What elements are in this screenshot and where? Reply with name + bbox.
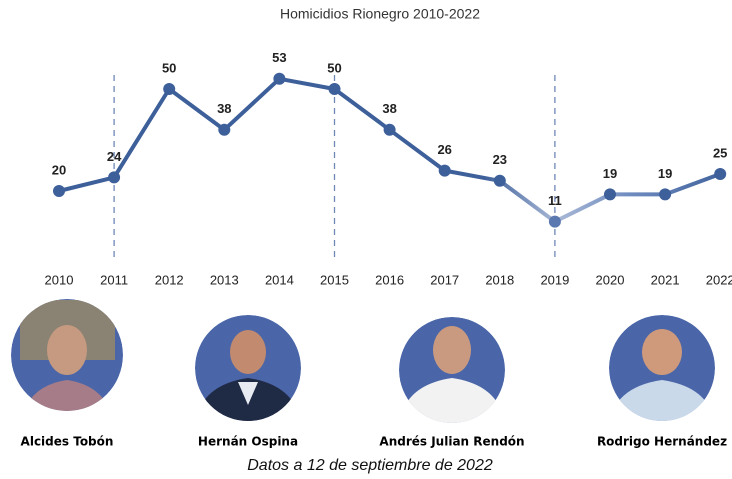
data-label: 26 [437, 142, 451, 157]
x-tick-label: 2022 [706, 272, 732, 287]
x-tick-label: 2014 [265, 272, 294, 287]
data-label: 25 [713, 145, 727, 160]
point [604, 188, 616, 200]
point [714, 168, 726, 180]
x-tick-label: 2016 [375, 272, 404, 287]
x-tick-label: 2012 [155, 272, 184, 287]
point [494, 175, 506, 187]
x-tick-label: 2020 [596, 272, 625, 287]
person-name: Alcides Tobón [21, 435, 114, 449]
data-label: 38 [217, 101, 231, 116]
x-tick-label: 2018 [485, 272, 514, 287]
point [108, 171, 120, 183]
data-label: 20 [52, 162, 66, 177]
data-label: 11 [548, 193, 562, 208]
x-tick-label: 2017 [430, 272, 459, 287]
x-tick-label: 2011 [100, 272, 128, 287]
data-label: 19 [603, 166, 617, 181]
data-label: 24 [107, 149, 122, 164]
point [549, 216, 561, 228]
data-label: 53 [272, 50, 286, 65]
person-name: Andrés Julian Rendón [379, 435, 524, 449]
x-tick-label: 2010 [45, 272, 74, 287]
line [59, 79, 720, 222]
data-label: 50 [327, 60, 341, 75]
point [439, 165, 451, 177]
photo [609, 315, 715, 425]
point [273, 73, 285, 85]
point [329, 83, 341, 95]
person-name: Rodrigo Hernández [597, 435, 727, 449]
data-label: 50 [162, 60, 176, 75]
photos [11, 299, 715, 425]
point [384, 124, 396, 136]
point [53, 185, 65, 197]
data-label: 38 [382, 101, 396, 116]
data-label: 19 [658, 166, 672, 181]
x-tick-label: 2019 [540, 272, 569, 287]
photo [195, 315, 301, 425]
x-tick-label: 2021 [651, 272, 680, 287]
point [218, 124, 230, 136]
x-tick-label: 2015 [320, 272, 349, 287]
person-name: Hernán Ospina [198, 435, 298, 449]
x-tick-label: 2013 [210, 272, 239, 287]
footnote: Datos a 12 de septiembre de 2022 [247, 457, 493, 474]
chart-title: Homicidios Rionegro 2010-2022 [280, 6, 480, 22]
data-label: 23 [493, 152, 507, 167]
point [659, 188, 671, 200]
photo [11, 299, 123, 420]
page: Homicidios Rionegro 2010-2022 2010201120… [0, 0, 732, 479]
point [163, 83, 175, 95]
photo [399, 317, 505, 425]
